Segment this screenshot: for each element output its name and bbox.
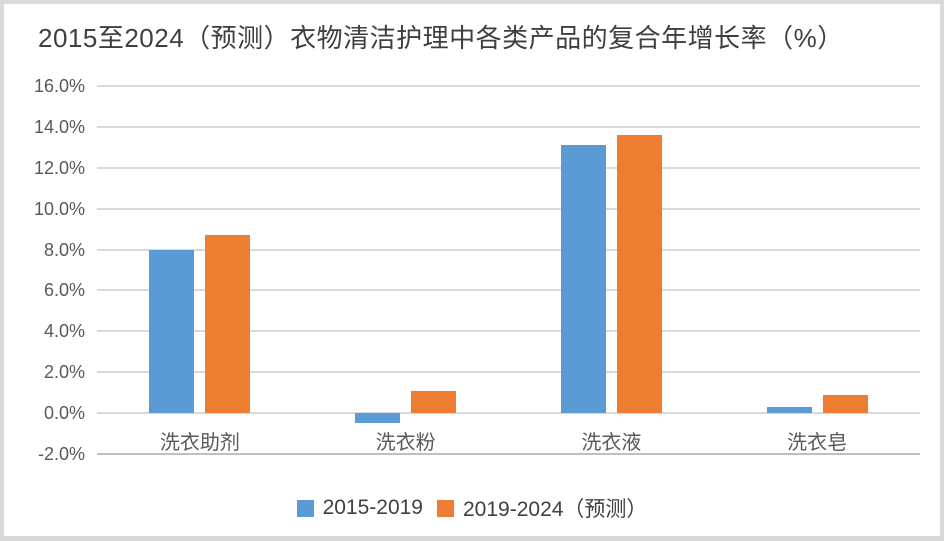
gridline-2.0% xyxy=(97,371,920,374)
ytick-label: 12.0% xyxy=(33,157,85,178)
ytick-label: 14.0% xyxy=(33,116,85,137)
bar-2015-2019-洗衣皂 xyxy=(766,406,812,414)
legend-label: 2019-2024（预测） xyxy=(463,498,648,521)
chart-title: 2015至2024（预测）衣物清洁护理中各类产品的复合年增长率（%） xyxy=(38,23,844,53)
ytick-label: 6.0% xyxy=(43,280,85,301)
gridline-0.0% xyxy=(97,412,920,415)
legend-item-2019-2024（预测）: 2019-2024（预测） xyxy=(437,493,647,523)
legend: 2015-2019 2019-2024（预测） xyxy=(4,493,940,523)
bar-2015-2019-洗衣助剂 xyxy=(149,249,195,414)
category-label-洗衣助剂: 洗衣助剂 xyxy=(159,432,240,455)
bar-2019-2024（预测）-洗衣助剂 xyxy=(205,235,251,414)
gridline-14.0% xyxy=(97,125,920,128)
bar-2019-2024（预测）-洗衣粉 xyxy=(411,390,457,414)
ytick-label: 0.0% xyxy=(43,403,85,424)
legend-item-2015-2019: 2015-2019 xyxy=(296,496,423,520)
gridline-8.0% xyxy=(97,248,920,251)
category-label-洗衣皂: 洗衣皂 xyxy=(787,432,848,455)
legend-swatch-icon xyxy=(296,499,314,517)
bar-2015-2019-洗衣液 xyxy=(560,145,606,414)
ytick-label: 2.0% xyxy=(43,362,85,383)
bar-2015-2019-洗衣粉 xyxy=(355,413,401,424)
ytick-label: 10.0% xyxy=(33,198,85,219)
plot-area: 16.0% 14.0% 12.0% 10.0% 8.0% 6.0% 4.0% 2.0% 0.0%… xyxy=(34,76,920,464)
ytick-label: 8.0% xyxy=(43,239,85,260)
bar-2019-2024（预测）-洗衣液 xyxy=(616,135,662,414)
category-label-洗衣液: 洗衣液 xyxy=(581,432,642,455)
ytick-label: -2.0% xyxy=(37,444,85,464)
gridline-16.0% xyxy=(97,85,920,87)
legend-label: 2015-2019 xyxy=(322,496,423,519)
gridline-6.0% xyxy=(97,289,920,292)
gridline-12.0% xyxy=(97,166,920,169)
gridline-4.0% xyxy=(97,330,920,333)
gridline-10.0% xyxy=(97,207,920,210)
legend-swatch-icon xyxy=(437,499,454,517)
ytick-label: 4.0% xyxy=(43,321,85,342)
bar-2019-2024（预测）-洗衣皂 xyxy=(822,394,868,414)
gridline--2.0% xyxy=(97,453,920,455)
ytick-label: 16.0% xyxy=(33,76,85,96)
category-label-洗衣粉: 洗衣粉 xyxy=(375,432,436,455)
